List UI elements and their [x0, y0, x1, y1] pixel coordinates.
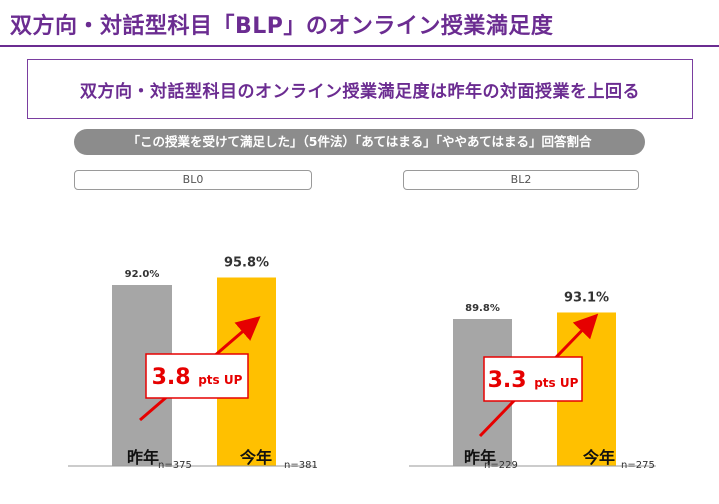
survey-question-pill: 「この授業を受けて満足した」（5件法）「あてはまる」「ややあてはまる」回答割合: [74, 129, 645, 155]
data-label: 93.1%: [564, 290, 609, 305]
increase-label: 3.3 pts UP: [488, 368, 579, 393]
sample-size-label: n=229: [484, 460, 518, 471]
chart-title-bl2: BL2: [403, 170, 639, 190]
chart-bl0: 92.0% 95.8% 昨年n=375 今年 n=381 3.8 pts UP: [68, 255, 318, 471]
category-label: 今年: [239, 448, 272, 467]
increase-label-box: [145, 353, 249, 399]
increase-label: 3.8 pts UP: [152, 365, 243, 390]
data-label: 92.0%: [125, 269, 160, 280]
category-label: 昨年: [127, 448, 159, 467]
chart-title-bl0: BL0: [74, 170, 312, 190]
data-label: 89.8%: [465, 303, 500, 314]
category-label: 昨年: [464, 448, 496, 467]
category-label: 今年: [582, 448, 615, 467]
sample-size-label: n=381: [284, 460, 318, 471]
page-title: 双方向・対話型科目「BLP」のオンライン授業満足度: [10, 14, 554, 39]
title-divider: [0, 45, 719, 47]
chart-bl2: 89.8% 93.1% 昨年n=229 今年 n=275 3.3 pts UP: [409, 290, 656, 471]
sample-size-label: n=275: [621, 460, 655, 471]
sample-size-label: n=375: [158, 460, 192, 471]
increase-label-box: [483, 356, 583, 402]
key-message-box: 双方向・対話型科目のオンライン授業満足度は昨年の対面授業を上回る: [27, 59, 693, 119]
data-label: 95.8%: [224, 255, 269, 270]
